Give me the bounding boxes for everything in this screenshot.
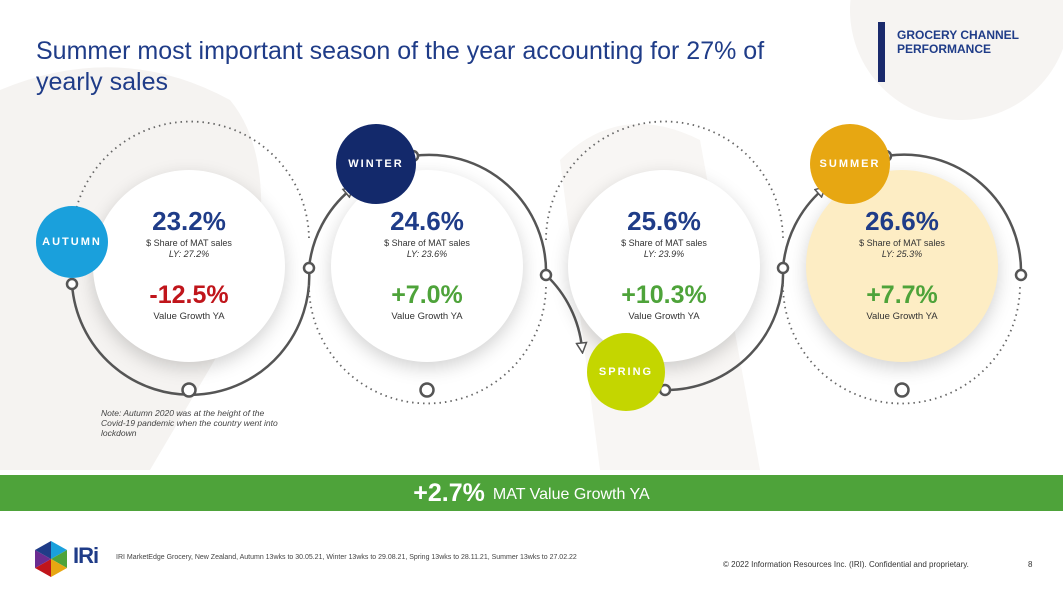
summer-growth-label: Value Growth YA xyxy=(866,311,938,322)
summer-share: 26.6% xyxy=(865,206,939,236)
spring-ly: LY: 23.9% xyxy=(643,249,685,259)
source-note: IRI MarketEdge Grocery, New Zealand, Aut… xyxy=(116,554,577,561)
summer-growth: +7.7% xyxy=(866,281,938,309)
winter-growth-label: Value Growth YA xyxy=(391,311,463,322)
iri-logo-text: IRi xyxy=(73,543,99,568)
autumn-share-label: $ Share of MAT sales xyxy=(146,238,232,248)
spring-growth: +10.3% xyxy=(621,281,707,309)
autumn-badge: AUTUMN xyxy=(36,206,108,278)
spring-badge: SPRING xyxy=(587,333,665,411)
autumn-growth: -12.5% xyxy=(149,281,229,309)
winter-share-label: $ Share of MAT sales xyxy=(384,238,470,248)
summer-share-label: $ Share of MAT sales xyxy=(859,238,945,248)
spring-share: 25.6% xyxy=(627,206,701,236)
summer-ly: LY: 25.3% xyxy=(881,249,923,259)
mat-growth-label: MAT Value Growth YA xyxy=(492,486,650,503)
autumn-ly: LY: 27.2% xyxy=(168,249,210,259)
winter-ly: LY: 23.6% xyxy=(406,249,448,259)
mat-growth-value: +2.7% xyxy=(413,478,485,507)
mat-growth-banner: +2.7% MAT Value Growth YA xyxy=(0,475,1063,511)
autumn-circle xyxy=(93,170,285,362)
autumn-card: 23.2% $ Share of MAT sales LY: 27.2% -12… xyxy=(93,206,285,322)
summer-badge: SUMMER xyxy=(810,124,890,204)
spring-share-label: $ Share of MAT sales xyxy=(621,238,707,248)
autumn-share: 23.2% xyxy=(152,206,226,236)
copyright: © 2022 Information Resources Inc. (IRI).… xyxy=(723,560,969,569)
winter-growth: +7.0% xyxy=(391,281,463,309)
spring-growth-label: Value Growth YA xyxy=(628,311,700,322)
winter-card: 24.6% $ Share of MAT sales LY: 23.6% +7.… xyxy=(331,206,523,322)
winter-badge: WINTER xyxy=(336,124,416,204)
section-tag: GROCERY CHANNEL PERFORMANCE xyxy=(878,22,1048,82)
iri-logo-icon xyxy=(35,541,67,577)
page-number: 8 xyxy=(1028,560,1033,569)
spring-card: 25.6% $ Share of MAT sales LY: 23.9% +10… xyxy=(568,206,760,322)
season-cycle-diagram xyxy=(65,120,1028,405)
spring-circle xyxy=(568,170,760,362)
winter-share: 24.6% xyxy=(390,206,464,236)
summer-card: 26.6% $ Share of MAT sales LY: 25.3% +7.… xyxy=(806,206,998,322)
autumn-note: Note: Autumn 2020 was at the height of t… xyxy=(101,408,278,438)
page-title: Summer most important season of the year… xyxy=(36,37,765,96)
autumn-growth-label: Value Growth YA xyxy=(153,311,225,322)
